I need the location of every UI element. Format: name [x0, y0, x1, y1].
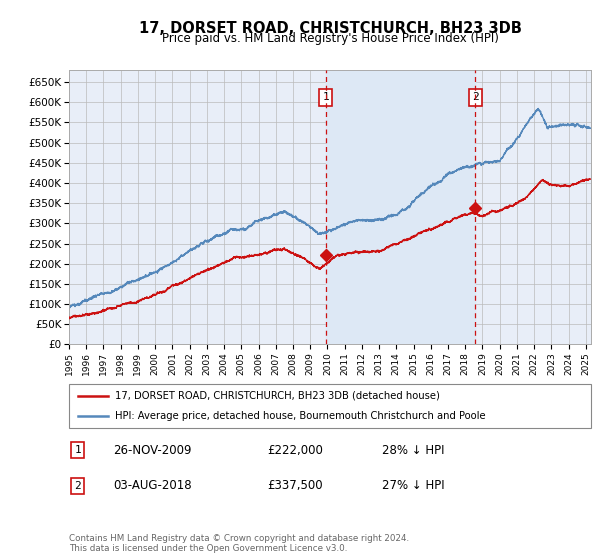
Text: 17, DORSET ROAD, CHRISTCHURCH, BH23 3DB: 17, DORSET ROAD, CHRISTCHURCH, BH23 3DB [139, 21, 521, 36]
Text: £222,000: £222,000 [268, 444, 323, 456]
Text: 03-AUG-2018: 03-AUG-2018 [113, 479, 192, 492]
Text: £337,500: £337,500 [268, 479, 323, 492]
Text: 26-NOV-2009: 26-NOV-2009 [113, 444, 192, 456]
Text: 28% ↓ HPI: 28% ↓ HPI [382, 444, 445, 456]
Text: 17, DORSET ROAD, CHRISTCHURCH, BH23 3DB (detached house): 17, DORSET ROAD, CHRISTCHURCH, BH23 3DB … [115, 391, 440, 401]
Text: Price paid vs. HM Land Registry's House Price Index (HPI): Price paid vs. HM Land Registry's House … [161, 32, 499, 45]
FancyBboxPatch shape [69, 384, 591, 428]
Text: Contains HM Land Registry data © Crown copyright and database right 2024.
This d: Contains HM Land Registry data © Crown c… [69, 534, 409, 553]
Text: 27% ↓ HPI: 27% ↓ HPI [382, 479, 445, 492]
Text: HPI: Average price, detached house, Bournemouth Christchurch and Poole: HPI: Average price, detached house, Bour… [115, 411, 485, 421]
Text: 1: 1 [322, 92, 329, 102]
Text: 2: 2 [472, 92, 479, 102]
Text: 1: 1 [74, 445, 81, 455]
Bar [326, 70, 475, 344]
Text: 2: 2 [74, 481, 81, 491]
